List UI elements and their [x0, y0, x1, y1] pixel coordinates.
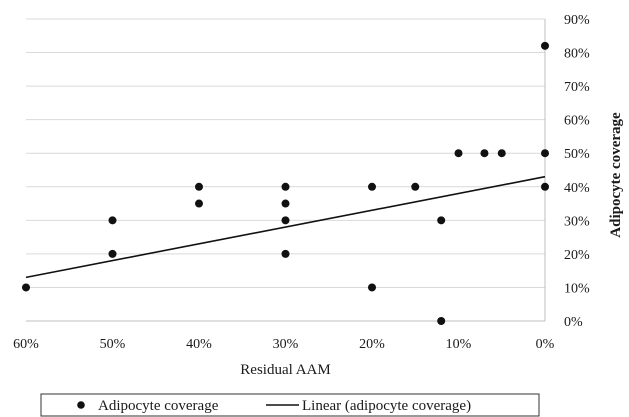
- data-point: [108, 216, 117, 225]
- data-point: [368, 283, 376, 292]
- y-tick-label: 40%: [564, 181, 590, 196]
- data-point: [497, 149, 506, 158]
- data-point: [437, 216, 446, 225]
- y-tick-label: 90%: [564, 13, 590, 28]
- y-tick-label: 0%: [564, 315, 583, 330]
- data-point: [281, 182, 290, 191]
- trendline-layer: [25, 175, 546, 279]
- x-tick-label: 10%: [446, 337, 472, 352]
- x-tick-label: 60%: [13, 337, 39, 352]
- data-point: [281, 216, 290, 225]
- x-tick-label: 0%: [536, 337, 555, 352]
- legend-marker-icon: [77, 401, 85, 409]
- y-tick-label: 70%: [564, 80, 590, 95]
- x-tick-label: 30%: [273, 337, 299, 352]
- data-point: [22, 283, 30, 292]
- data-point: [454, 149, 463, 158]
- y-tick-label: 80%: [564, 47, 590, 62]
- y-tick-label: 30%: [564, 214, 590, 229]
- y-tick-label: 20%: [564, 248, 590, 263]
- x-axis-title: Residual AAM: [240, 362, 330, 378]
- x-tick-label: 40%: [186, 337, 212, 352]
- data-point: [195, 182, 203, 191]
- data-point: [541, 149, 549, 158]
- data-point: [195, 199, 203, 208]
- y-tick-label: 60%: [564, 114, 590, 129]
- x-tick-label: 20%: [359, 337, 385, 352]
- x-tick-label: 50%: [100, 337, 126, 352]
- data-point: [368, 182, 376, 191]
- data-point: [541, 182, 549, 191]
- legend-label-scatter: Adipocyte coverage: [98, 398, 219, 414]
- data-points: [22, 41, 549, 325]
- y-axis-title: Adipocyte coverage: [608, 112, 624, 238]
- y-tick-label: 50%: [564, 147, 590, 162]
- data-point: [281, 249, 290, 258]
- y-axis-ticks: 0% 10% 20% 30% 40% 50% 60% 70% 80% 90%: [564, 13, 590, 330]
- data-point: [480, 149, 489, 158]
- data-point: [411, 182, 420, 191]
- data-point: [108, 249, 117, 258]
- x-axis-ticks: 60% 50% 40% 30% 20% 10% 0%: [13, 337, 555, 352]
- legend-label-trendline: Linear (adipocyte coverage): [302, 398, 471, 414]
- data-point: [281, 199, 290, 208]
- data-point: [541, 41, 549, 50]
- data-point: [437, 317, 446, 325]
- legend: Adipocyte coverage Linear (adipocyte cov…: [40, 393, 540, 417]
- y-tick-label: 10%: [564, 281, 590, 296]
- trendline: [25, 175, 546, 279]
- gridlines: [26, 18, 545, 322]
- plot-area: [26, 19, 546, 322]
